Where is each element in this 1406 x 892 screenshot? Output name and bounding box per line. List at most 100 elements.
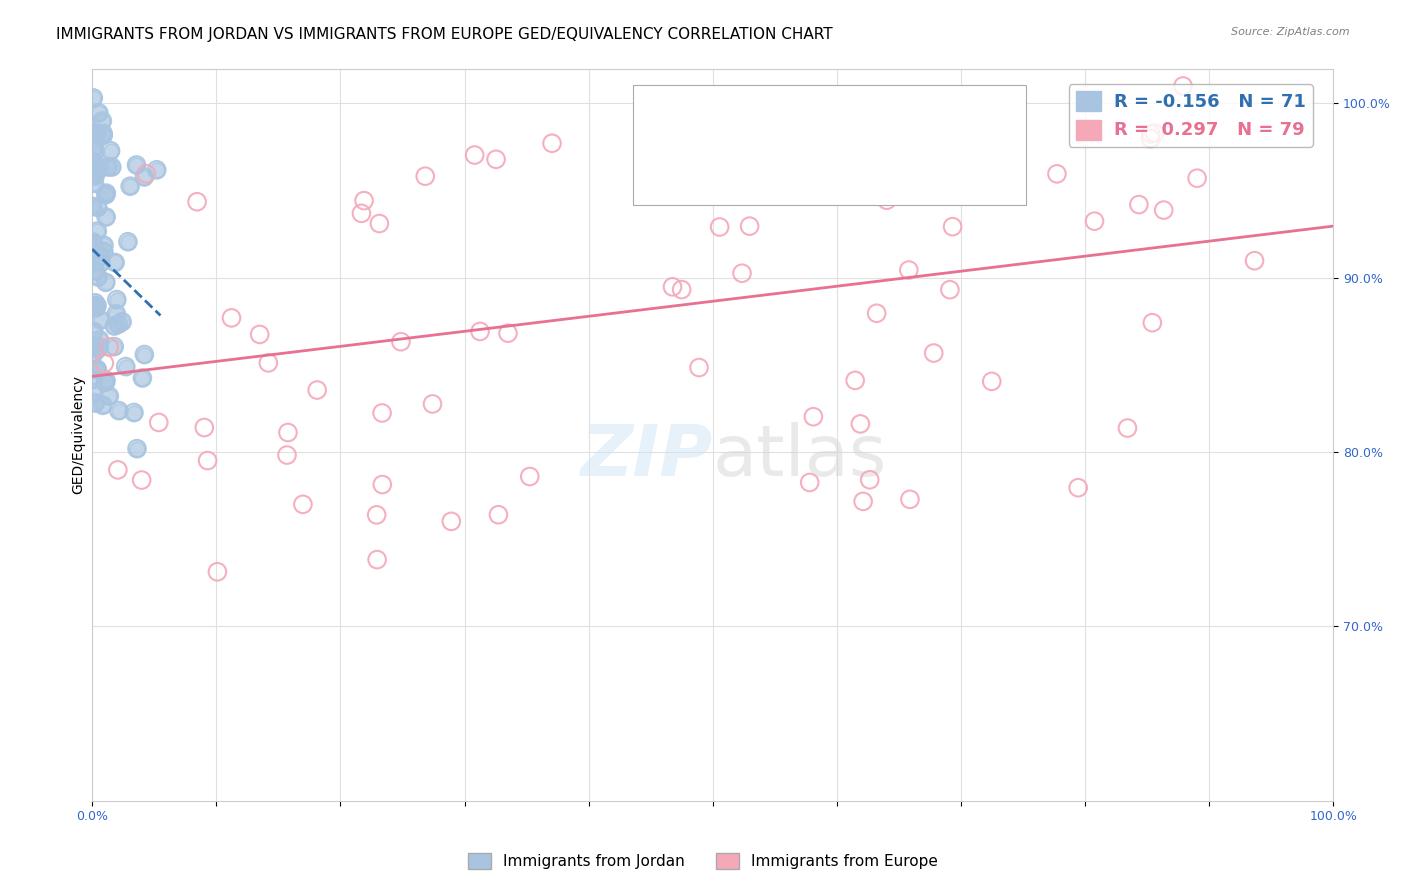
Point (661, 280, 683, 294)
Point (86, 126, 108, 140)
Point (1046, 167, 1069, 181)
Point (84, 301, 107, 315)
Point (980, 375, 1002, 389)
Point (859, 473, 882, 487)
Point (107, 463, 129, 477)
Y-axis label: GED/Equivalency: GED/Equivalency (72, 376, 86, 494)
Point (90, 313, 112, 327)
Point (866, 306, 889, 320)
Point (104, 255, 127, 269)
Point (131, 371, 153, 385)
Legend: R = -0.156   N = 71, R =  0.297   N = 79: R = -0.156 N = 71, R = 0.297 N = 79 (1069, 84, 1313, 146)
Point (366, 508, 388, 522)
Point (83, 325, 105, 339)
Point (830, 97, 852, 112)
Point (83, 158, 105, 172)
Point (131, 371, 153, 385)
Point (941, 219, 963, 234)
Point (898, 492, 921, 507)
Point (86, 362, 108, 376)
Point (371, 406, 394, 420)
Point (93, 238, 115, 252)
Point (135, 167, 157, 181)
Point (82, 372, 104, 386)
Point (82, 142, 104, 156)
Point (89, 340, 111, 354)
Point (849, 417, 872, 431)
Point (249, 327, 271, 342)
Point (82, 235, 104, 249)
Point (94, 376, 117, 390)
Point (101, 160, 124, 174)
Point (440, 514, 463, 528)
Point (134, 347, 156, 361)
Point (87, 270, 110, 285)
Point (87, 342, 110, 356)
Point (89, 333, 111, 347)
Point (122, 405, 145, 419)
Point (83, 325, 105, 339)
Point (122, 405, 145, 419)
Point (93, 356, 115, 370)
Point (84, 396, 107, 410)
Point (104, 255, 127, 269)
Point (1128, 197, 1150, 211)
Point (84, 145, 107, 159)
Point (1142, 316, 1164, 330)
Point (83, 169, 105, 183)
Point (830, 135, 852, 149)
Point (422, 397, 444, 411)
Point (90, 313, 112, 327)
Point (86, 224, 108, 238)
Point (91, 114, 114, 128)
Point (91, 398, 114, 412)
Point (84, 169, 107, 183)
Point (125, 442, 148, 456)
Point (114, 359, 136, 374)
Point (100, 144, 122, 158)
Point (922, 346, 945, 360)
Point (882, 136, 904, 150)
Text: ZIP: ZIP (581, 422, 713, 491)
Point (98, 389, 121, 403)
Point (103, 340, 125, 354)
Point (120, 179, 142, 194)
Point (125, 158, 148, 172)
Point (731, 266, 754, 280)
Point (94, 376, 117, 390)
Point (117, 235, 139, 249)
Point (94, 210, 117, 224)
Point (307, 383, 329, 397)
Point (93, 244, 115, 259)
Point (97, 160, 120, 174)
Point (96, 186, 118, 200)
Point (94, 276, 117, 290)
Point (780, 98, 803, 112)
Point (709, 219, 731, 234)
Point (83, 177, 105, 191)
Point (82, 235, 104, 249)
Point (1143, 126, 1166, 140)
Point (90, 255, 112, 269)
Point (84, 295, 107, 310)
Point (86, 362, 108, 376)
Text: atlas: atlas (713, 422, 887, 491)
Point (366, 552, 388, 566)
Point (82, 385, 104, 400)
Point (91, 128, 114, 143)
Point (676, 105, 699, 120)
Text: Source: ZipAtlas.com: Source: ZipAtlas.com (1232, 27, 1350, 37)
Point (803, 409, 825, 424)
Point (120, 179, 142, 194)
Point (87, 160, 110, 174)
Point (87, 342, 110, 356)
Point (716, 127, 738, 141)
Point (96, 186, 118, 200)
Point (114, 359, 136, 374)
Point (876, 193, 898, 207)
Point (371, 477, 394, 491)
Point (107, 403, 129, 417)
Point (134, 169, 156, 184)
Point (277, 425, 299, 440)
Point (83, 126, 105, 140)
